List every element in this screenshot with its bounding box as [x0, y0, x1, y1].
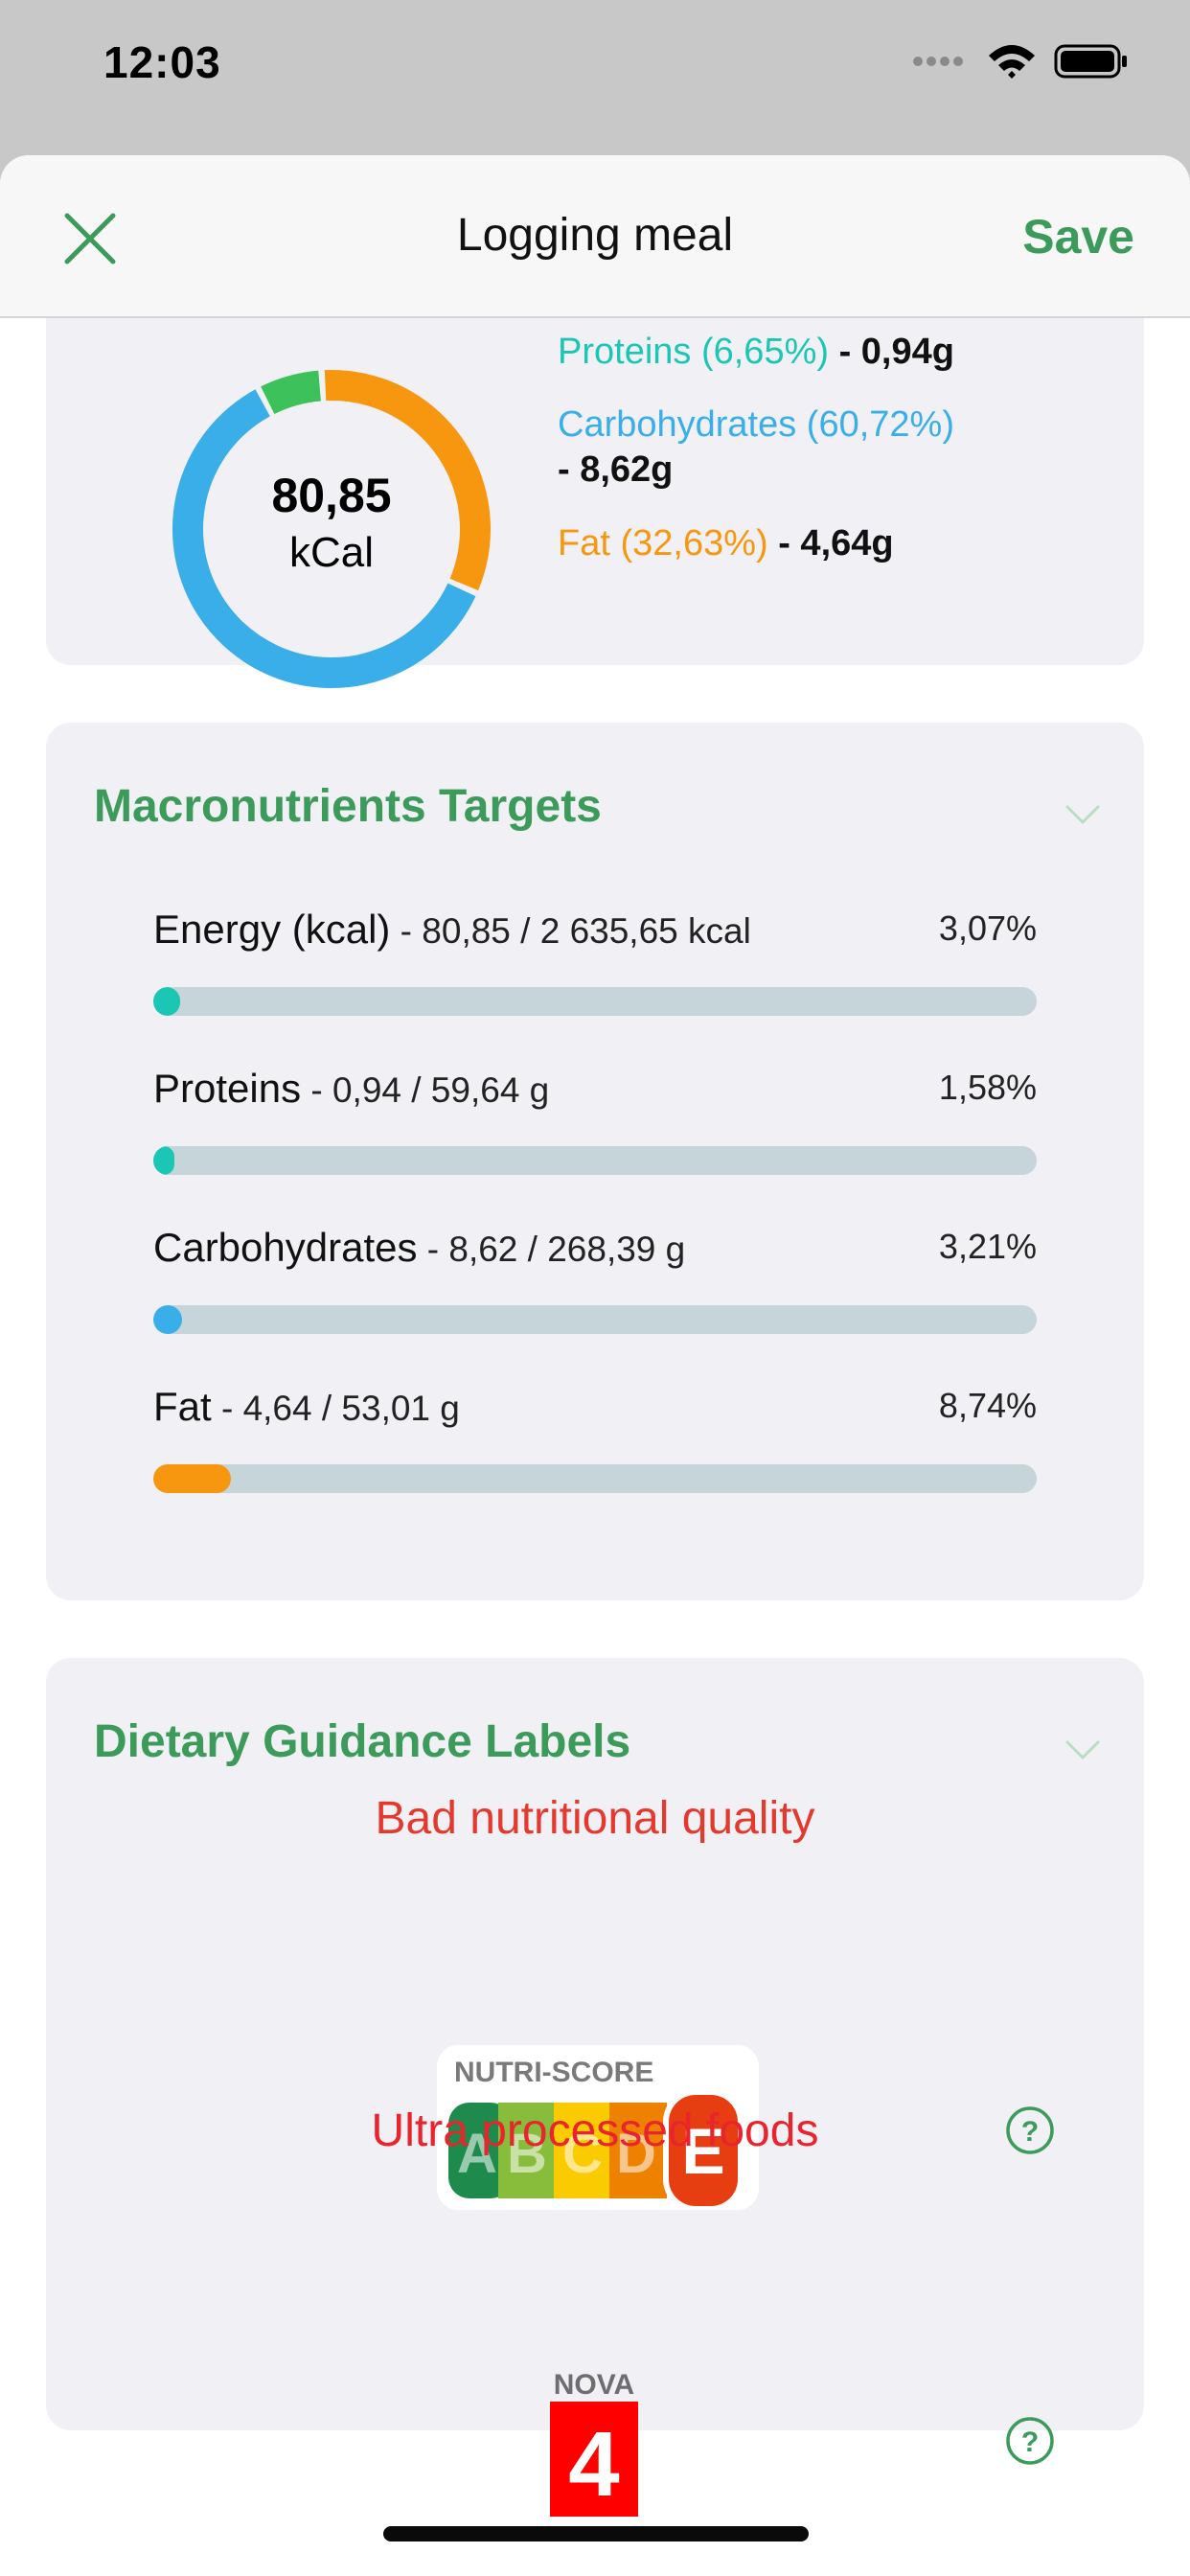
nutri-score-heading: NUTRI-SCORE	[454, 2057, 653, 2088]
svg-text:?: ?	[1021, 2116, 1039, 2148]
nutri-letter-d: D	[616, 2123, 656, 2185]
macro-percent: 1,58%	[938, 1068, 1037, 1107]
signal-icon	[913, 57, 963, 66]
macro-label: Energy (kcal) - 80,85 / 2 635,65 kcal	[153, 907, 751, 953]
legend-carbohydrates: Carbohydrates (60,72%) - 8,62g	[558, 404, 954, 491]
macro-name: Proteins	[153, 1066, 302, 1111]
progress-fill	[153, 987, 181, 1016]
save-button[interactable]: Save	[1022, 210, 1134, 264]
donut-segment-fat	[172, 370, 491, 688]
progress-fill	[153, 1464, 231, 1493]
status-bar: 12:03	[0, 0, 1190, 155]
macro-label: Fat - 4,64 / 53,01 g	[153, 1384, 460, 1430]
nova-logo: NOVA 4	[550, 2369, 638, 2517]
legend-fat-amount: - 4,64g	[778, 523, 894, 564]
help-icon[interactable]: ?	[1004, 2104, 1056, 2156]
nutri-score-active: E	[681, 2115, 724, 2188]
nutri-letter-c: C	[562, 2123, 603, 2185]
nova-quality-text: Ultra processed foods	[371, 2105, 819, 2156]
home-indicator	[383, 2526, 809, 2542]
page-title: Logging meal	[456, 210, 734, 261]
progress-track	[153, 1305, 1037, 1334]
macro-detail: - 80,85 / 2 635,65 kcal	[390, 911, 751, 951]
energy-summary-card: 80,85 kCal Proteins (6,65%) - 0,94g Carb…	[46, 251, 1144, 688]
chevron-down-icon[interactable]	[1064, 803, 1102, 826]
energy-unit: kCal	[288, 529, 375, 576]
macro-percent: 8,74%	[938, 1386, 1037, 1425]
progress-track	[153, 1146, 1037, 1175]
macro-label: Carbohydrates - 8,62 / 268,39 g	[153, 1225, 685, 1271]
macro-detail: - 8,62 / 268,39 g	[417, 1230, 686, 1269]
legend-carbs-amount: - 8,62g	[558, 449, 674, 490]
progress-track	[153, 1464, 1037, 1493]
macronutrients-title: Macronutrients Targets	[94, 781, 602, 832]
macro-name: Energy (kcal)	[153, 907, 391, 952]
nova-group: 4	[568, 2413, 619, 2516]
nutri-letter-b: B	[507, 2123, 547, 2185]
macro-name: Carbohydrates	[153, 1225, 418, 1270]
navbar: Logging meal Save	[0, 155, 1190, 318]
chevron-down-icon[interactable]	[1064, 1738, 1102, 1761]
help-icon[interactable]: ?	[1004, 2415, 1056, 2467]
macro-detail: - 0,94 / 59,64 g	[301, 1070, 550, 1110]
progress-track	[153, 987, 1037, 1016]
macro-label: Proteins - 0,94 / 59,64 g	[153, 1066, 549, 1112]
wifi-icon	[989, 45, 1035, 79]
nova-heading: NOVA	[554, 2369, 634, 2401]
macro-donut-chart	[172, 370, 491, 688]
dietary-title: Dietary Guidance Labels	[94, 1716, 631, 1767]
legend-carbs-label: Carbohydrates (60,72%)	[558, 404, 954, 445]
macro-name: Fat	[153, 1384, 212, 1429]
nutri-score-logo: NUTRI-SCORE A B C D E	[437, 2045, 759, 2210]
donut-segment-proteins	[172, 370, 491, 688]
progress-fill	[153, 1305, 182, 1334]
status-time: 12:03	[103, 37, 221, 87]
legend-fat: Fat (32,63%) - 4,64g	[558, 523, 894, 564]
legend-proteins-label: Proteins (6,65%)	[558, 332, 830, 372]
dietary-guidance-card: Dietary Guidance Labels Bad nutritional …	[46, 1658, 1144, 2517]
legend-proteins: Proteins (6,65%) - 0,94g	[558, 332, 954, 373]
legend-fat-label: Fat (32,63%)	[558, 523, 768, 564]
nutri-letter-a: A	[457, 2123, 497, 2185]
macro-percent: 3,21%	[938, 1227, 1037, 1266]
donut-segment-carbohydrates	[172, 370, 491, 688]
nutri-quality-text: Bad nutritional quality	[375, 1793, 815, 1844]
battery-icon	[1054, 44, 1127, 79]
macronutrients-targets-card: Macronutrients Targets Energy (kcal) - 8…	[46, 723, 1144, 1600]
status-icons	[912, 42, 1129, 80]
close-icon[interactable]	[59, 208, 121, 269]
logging-meal-sheet: Logging meal Save 80,85 kCal Proteins (6…	[0, 155, 1190, 2576]
progress-fill	[153, 1146, 174, 1175]
macro-percent: 3,07%	[938, 908, 1037, 948]
legend-proteins-amount: - 0,94g	[838, 332, 954, 372]
svg-text:?: ?	[1021, 2426, 1039, 2458]
macro-detail: - 4,64 / 53,01 g	[211, 1389, 460, 1428]
energy-value: 80,85	[271, 469, 392, 522]
